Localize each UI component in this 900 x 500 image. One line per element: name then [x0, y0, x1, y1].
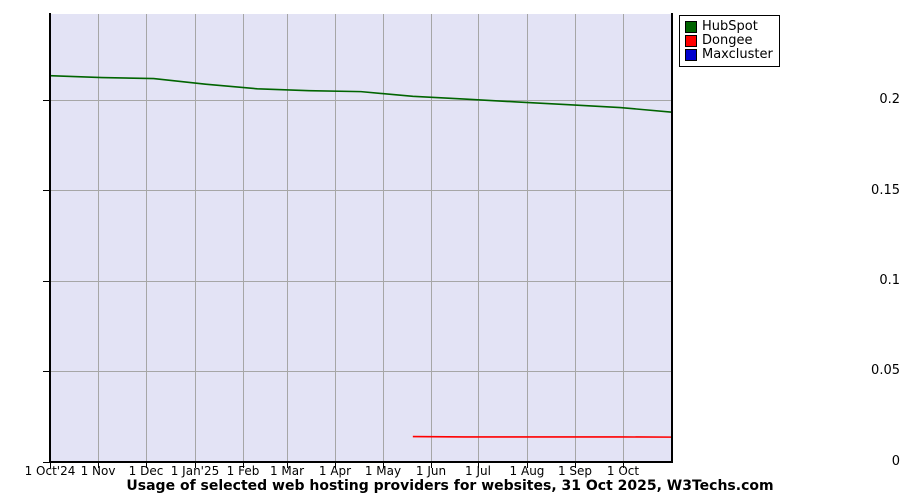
series-line-dongee	[412, 435, 672, 438]
tick-x-1-oct24	[50, 462, 51, 468]
series-line-hubspot	[50, 74, 672, 113]
ytick-label-0.2: 0.2	[879, 92, 900, 107]
gridline-x-1-may	[383, 14, 384, 462]
legend-item-maxcluster: Maxcluster	[685, 48, 773, 62]
ytick-label-0.15: 0.15	[871, 183, 900, 198]
legend-label-maxcluster: Maxcluster	[702, 47, 773, 62]
xtick-label-1-apr: 1 Apr	[318, 464, 352, 478]
tick-y-0	[43, 462, 50, 463]
tick-x-1-jan25	[195, 462, 196, 468]
xtick-label-1-oct: 1 Oct	[606, 464, 640, 478]
tick-y-0.1	[43, 281, 50, 282]
ytick-label-0.1: 0.1	[879, 273, 900, 288]
tick-y-0.15	[43, 190, 50, 191]
xtick-label-1-jan25: 1 Jan'25	[170, 464, 220, 478]
gridline-x-1-nov	[98, 14, 99, 462]
tick-x-1-apr	[335, 462, 336, 468]
xtick-label-1-mar: 1 Mar	[269, 464, 305, 478]
gridline-x-1-dec	[146, 14, 147, 462]
xtick-label-1-jul: 1 Jul	[465, 464, 491, 478]
xtick-label-1-may: 1 May	[364, 464, 402, 478]
tick-x-1-mar	[287, 462, 288, 468]
gridline-x-1-mar	[287, 14, 288, 462]
gridline-x-1-jun	[431, 14, 432, 462]
gridline-x-1-oct	[623, 14, 624, 462]
gridline-x-1-feb	[243, 14, 244, 462]
tick-y-0.05	[43, 371, 50, 372]
tick-x-1-aug	[527, 462, 528, 468]
xtick-label-1-dec: 1 Dec	[128, 464, 164, 478]
series-lines	[50, 74, 672, 438]
chart-caption: Usage of selected web hosting providers …	[126, 478, 774, 494]
tick-x-1-oct	[623, 462, 624, 468]
ytick-label-0: 0	[891, 454, 900, 469]
tick-x-1-jun	[431, 462, 432, 468]
tick-x-1-sep	[575, 462, 576, 468]
legend-swatch-hubspot	[685, 21, 697, 33]
y-axis-line	[49, 13, 51, 463]
gridline-x-1-sep	[575, 14, 576, 462]
plot-area	[50, 14, 672, 462]
xtick-label-1-aug: 1 Aug	[509, 464, 545, 478]
gridline-y-0.05	[50, 371, 672, 372]
gridline-x-1-aug	[527, 14, 528, 462]
gridline-y-0.15	[50, 190, 672, 191]
xtick-label-1-feb: 1 Feb	[226, 464, 260, 478]
plot-right-border	[671, 13, 673, 463]
tick-x-1-dec	[146, 462, 147, 468]
legend-swatch-maxcluster	[685, 49, 697, 61]
gridline-y-0.1	[50, 281, 672, 282]
legend-label-hubspot: HubSpot	[702, 19, 758, 34]
gridline-x-1-apr	[335, 14, 336, 462]
x-axis-line	[49, 461, 673, 463]
xtick-label-1-nov: 1 Nov	[80, 464, 116, 478]
tick-x-1-jul	[478, 462, 479, 468]
legend-item-hubspot: HubSpot	[685, 20, 773, 34]
gridline-y-0.2	[50, 100, 672, 101]
gridline-x-1-jan25	[195, 14, 196, 462]
tick-x-1-nov	[98, 462, 99, 468]
tick-x-1-feb	[243, 462, 244, 468]
gridline-x-1-jul	[478, 14, 479, 462]
xtick-label-1-jun: 1 Jun	[415, 464, 447, 478]
legend-swatch-dongee	[685, 35, 697, 47]
ytick-label-0.05: 0.05	[871, 363, 900, 378]
chart-legend: HubSpot Dongee Maxcluster	[679, 15, 780, 67]
xtick-label-1-oct24: 1 Oct'24	[24, 464, 76, 478]
tick-x-1-may	[383, 462, 384, 468]
legend-item-dongee: Dongee	[685, 34, 773, 48]
legend-label-dongee: Dongee	[702, 33, 753, 48]
tick-y-0.2	[43, 100, 50, 101]
xtick-label-1-sep: 1 Sep	[557, 464, 593, 478]
